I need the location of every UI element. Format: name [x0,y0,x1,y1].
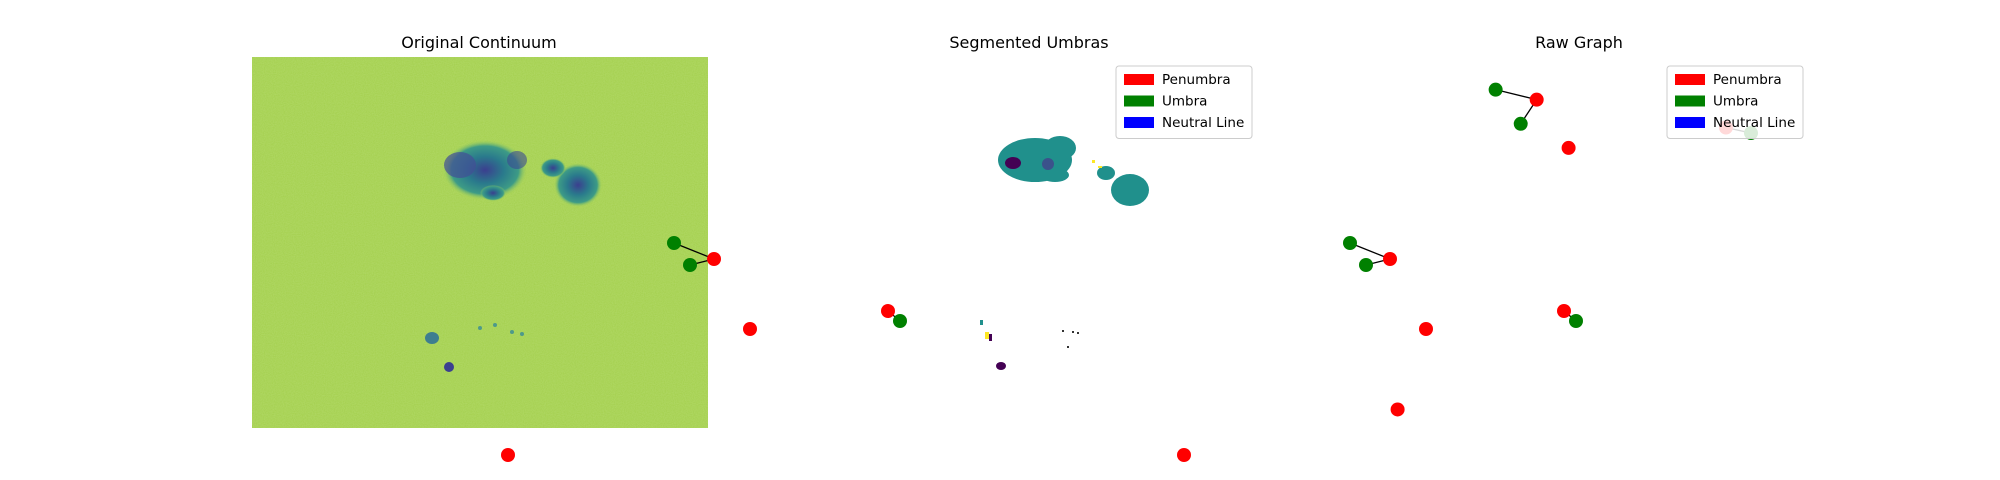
legend-swatch [1124,95,1154,107]
umbra-node [683,258,697,272]
penumbra-node [1390,402,1405,417]
legend: Penumbra Umbra Neutral Line [1115,65,1253,139]
penumbra-node [1383,252,1397,266]
legend-swatch [1124,117,1154,128]
panel-title: Raw Graph [1535,33,1623,52]
umbra-node [893,314,907,328]
legend-label: Umbra [1713,94,1758,110]
umbra-node [1343,236,1357,250]
penumbra-node [881,304,895,318]
legend-swatch [1675,117,1705,128]
panel-title: Segmented Umbras [949,33,1108,52]
penumbra-node [1419,322,1433,336]
panel-title: Original Continuum [401,33,557,52]
umbra-node [1513,116,1528,131]
graph-edge [673,242,715,260]
penumbra-node [707,252,721,266]
penumbra-node [1557,304,1571,318]
panel-original-continuum: Original Continuum [252,33,907,462]
legend-label: Penumbra [1162,72,1231,88]
umbra-node [1359,258,1373,272]
panel-segmented-umbras: Segmented Umbras Penumbra Umbra Neutral Li… [949,33,1583,462]
legend: Penumbra Umbra Neutral Line [1666,65,1804,139]
continuum-image [252,57,708,428]
legend-label: Neutral Line [1713,115,1795,131]
penumbra-node [1529,92,1544,107]
legend-swatch [1675,95,1705,107]
legend-label: Umbra [1162,94,1207,110]
graph-edge [1349,242,1391,260]
umbra-node [667,236,681,250]
penumbra-node [1177,448,1191,462]
segmentation-mask [980,136,1149,370]
penumbra-node [743,322,757,336]
umbra-node [1488,82,1503,97]
umbra-node [1569,314,1583,328]
legend-label: Penumbra [1713,72,1782,88]
legend-label: Neutral Line [1162,115,1244,131]
legend-swatch [1124,74,1154,85]
penumbra-node [1561,140,1576,155]
penumbra-node [501,448,515,462]
panel-raw-graph: Raw Graph Penumbra Umbra Neutral Line [1390,33,1804,417]
legend-swatch [1675,74,1705,85]
graph-edge [1495,89,1537,101]
